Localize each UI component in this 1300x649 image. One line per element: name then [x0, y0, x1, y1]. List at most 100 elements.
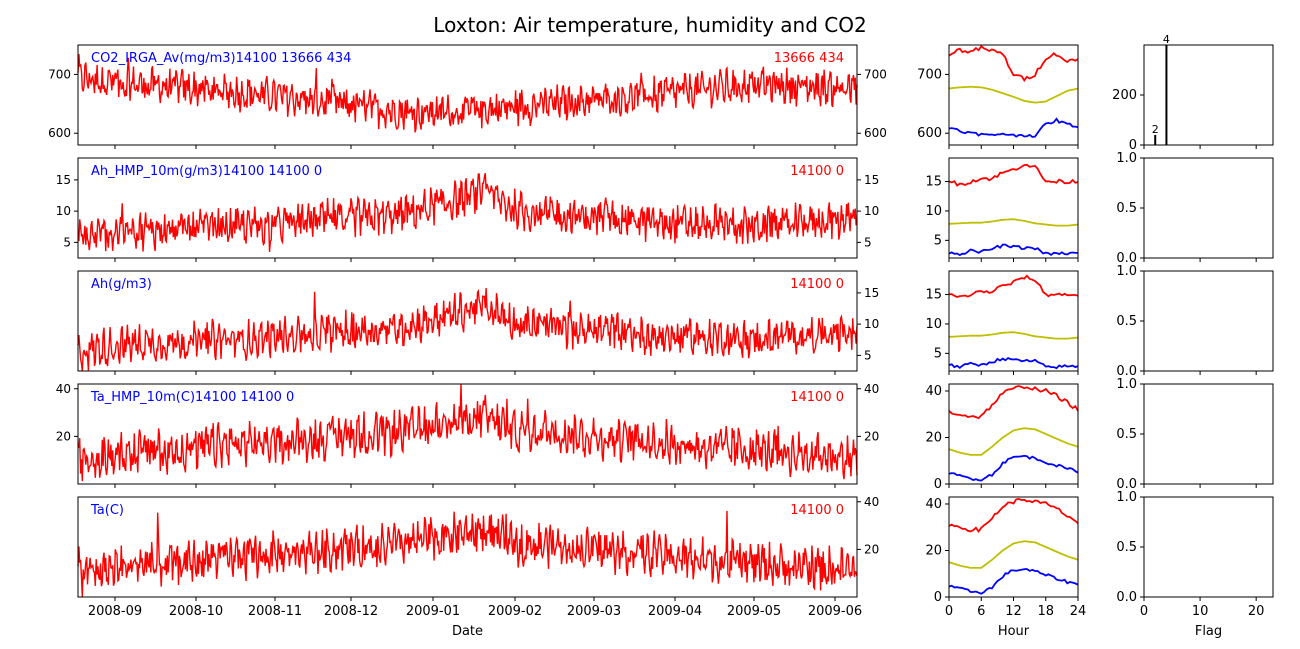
y-tick-label: 40 [925, 497, 942, 512]
flag-tick-label: 20 [1248, 604, 1265, 619]
ts-panel-0: 600 700 600 700 CO2_IRGA_Av(mg/m3)14100 1366… [48, 44, 887, 149]
panel-counts-label: 14100 0 [790, 277, 844, 292]
y-tick-label: 0 [934, 477, 942, 492]
y-tick-label: 20 [925, 430, 942, 445]
y-tick-label: 1.0 [1116, 490, 1137, 505]
panel-frame [948, 496, 1079, 598]
y-tick-label: 15 [925, 175, 942, 190]
date-tick-label: 2009-05 [727, 604, 781, 619]
series-line [77, 54, 858, 133]
hour-tick-label: 18 [1037, 604, 1054, 619]
y-tick-label: 10 [925, 317, 942, 332]
panel-frame [1143, 270, 1274, 372]
y-tick-label: 1.0 [1116, 264, 1137, 279]
ts-panel-3: 20 40 20 40 Ta_HMP_10m(C)14100 14100 0 14100 … [56, 382, 879, 488]
y-tick-label: 0.5 [1116, 314, 1137, 329]
flag-panel-1: 0.0 0.5 1.0 [1116, 151, 1274, 266]
diurnal-mean-line [948, 427, 1079, 456]
y-tick-label: 0.0 [1116, 364, 1137, 379]
panel-counts-label: 13666 434 [774, 51, 844, 66]
figure-title: Loxton: Air temperature, humidity and CO… [433, 13, 866, 37]
panel-frame [1143, 496, 1274, 598]
flag-panel-4: 0.0 0.5 1.0 [1116, 490, 1274, 605]
diurnal-panels: 600 700 5 10 15 5 10 15 0 20 40 0 20 40 [917, 44, 1079, 605]
y-tick-label: 700 [48, 67, 71, 81]
date-tick-label: 2009-06 [808, 604, 862, 619]
y-tick-label: 5 [934, 346, 942, 361]
y-tick-label-right: 15 [864, 286, 879, 300]
y-tick-label-right: 5 [864, 348, 872, 362]
y-tick-label: 40 [925, 384, 942, 399]
time-series-panels: 600 700 600 700 CO2_IRGA_Av(mg/m3)14100 1366… [48, 44, 887, 601]
panel-frame [1143, 157, 1274, 259]
diurnal-panel-2: 5 10 15 [925, 270, 1079, 375]
flag-tick-label: 10 [1192, 604, 1209, 619]
ts-panel-4: 20 40 Ta(C) 14100 0 [77, 495, 879, 601]
y-tick-label: 1.0 [1116, 377, 1137, 392]
ts-panel-2: 5 10 15 Ah(g/m3) 14100 0 [77, 270, 879, 375]
flag-panels: 2402000.00.51.00.00.51.00.00.51.00.00.51… [1112, 33, 1274, 605]
diurnal-max-line [949, 274, 1079, 298]
y-tick-label: 600 [917, 126, 942, 141]
y-tick-label-right: 600 [864, 126, 887, 140]
panel-variable-label: Ta_HMP_10m(C)14100 14100 0 [90, 390, 294, 405]
series-line [77, 510, 858, 597]
y-tick-label: 0.0 [1116, 590, 1137, 605]
date-tick-label: 2009-01 [406, 604, 460, 619]
flag-bar [1165, 45, 1168, 145]
diurnal-min-line [948, 356, 1079, 370]
y-tick-label: 0.5 [1116, 540, 1137, 555]
y-tick-label: 10 [925, 204, 942, 219]
date-axis-label: Date [452, 624, 483, 639]
y-tick-label: 5 [63, 235, 71, 249]
flag-panel-0: 2 4 0 200 [1112, 33, 1274, 153]
diurnal-panel-1: 5 10 15 [925, 157, 1079, 262]
y-tick-label-right: 10 [864, 204, 879, 218]
panel-frame [1143, 44, 1274, 146]
date-tick-label: 2009-04 [648, 604, 702, 619]
date-tick-label: 2008-09 [88, 604, 142, 619]
panel-frame [77, 383, 858, 485]
flag-panel-3: 0.0 0.5 1.0 [1116, 377, 1274, 492]
diurnal-min-line [948, 568, 1079, 595]
y-tick-label-right: 20 [864, 429, 879, 443]
y-tick-label-right: 10 [864, 317, 879, 331]
y-tick-label: 20 [56, 429, 71, 443]
y-tick-label: 200 [1112, 88, 1137, 103]
y-tick-label: 10 [56, 204, 71, 218]
diurnal-min-line [948, 243, 1078, 257]
flag-bar-label: 4 [1163, 33, 1170, 46]
diurnal-max-line [948, 44, 1079, 83]
y-tick-label: 0 [1129, 138, 1137, 153]
y-tick-label-right: 700 [864, 67, 887, 81]
diurnal-mean-line [948, 218, 1079, 227]
series-line [77, 287, 858, 372]
series-line [77, 383, 858, 482]
y-tick-label: 20 [925, 543, 942, 558]
y-tick-label: 1.0 [1116, 151, 1137, 166]
y-tick-label: 600 [48, 126, 71, 140]
diurnal-panel-3: 0 20 40 [925, 383, 1079, 492]
flag-bar-label: 2 [1152, 123, 1159, 136]
panel-variable-label: CO2_IRGA_Av(mg/m3)14100 13666 434 [91, 51, 351, 66]
y-tick-label: 700 [917, 67, 942, 82]
hour-tick-label: 24 [1070, 604, 1087, 619]
flag-tick-label: 0 [1140, 604, 1148, 619]
diurnal-max-line [948, 385, 1079, 420]
diurnal-mean-line [948, 540, 1079, 569]
y-tick-label: 0.5 [1116, 201, 1137, 216]
diurnal-mean-line [948, 85, 1079, 104]
panel-counts-label: 14100 0 [790, 390, 844, 405]
panel-frame [77, 157, 858, 259]
y-tick-label-right: 40 [864, 495, 879, 509]
y-tick-label: 5 [934, 233, 942, 248]
y-tick-label: 0.5 [1116, 427, 1137, 442]
y-tick-label-right: 15 [864, 173, 879, 187]
y-tick-label-right: 20 [864, 542, 879, 556]
flag-bar [1154, 135, 1157, 145]
panel-frame [948, 157, 1079, 259]
panel-frame [77, 496, 858, 598]
diurnal-min-line [948, 117, 1079, 138]
y-tick-label: 40 [56, 382, 71, 396]
